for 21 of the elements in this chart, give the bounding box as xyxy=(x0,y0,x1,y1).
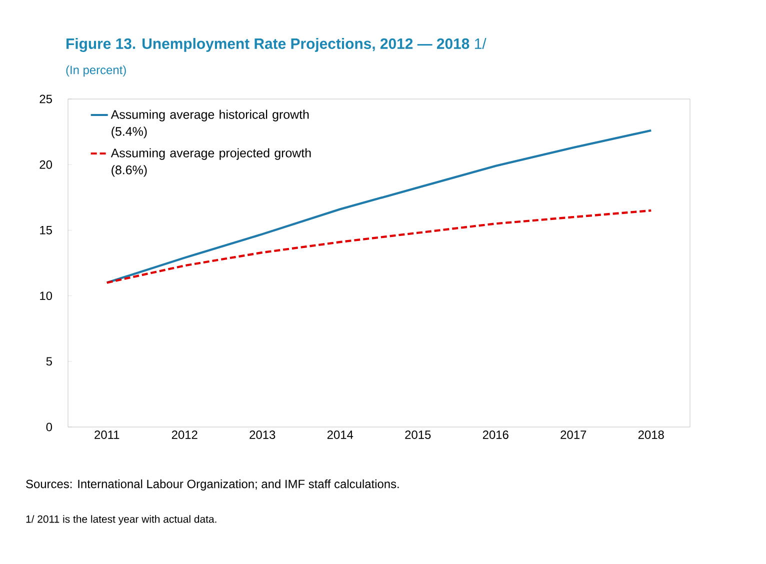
text: 1/ 2011 is the latest year with actual data. xyxy=(26,515,216,525)
chart-title: Figure 13. Unemployment Rate Projections, 2012 — 2018 1/ xyxy=(66,38,486,52)
x-tick-label: 2014 xyxy=(327,430,354,439)
y-tick-label: 5 xyxy=(46,357,52,366)
x-tick-label: 2016 xyxy=(482,430,508,439)
x-tick-label: 2013 xyxy=(250,430,276,439)
y-tick-label: 0 xyxy=(46,422,52,432)
y-tick-label: 20 xyxy=(40,160,52,169)
x-tick-label: 2015 xyxy=(405,430,431,439)
y-tick-label: 25 xyxy=(40,94,52,104)
legend-label: Assuming average projected growth (8.6%) xyxy=(110,148,311,177)
chart-subtitle: (In percent) xyxy=(66,65,126,77)
line-series xyxy=(106,209,652,284)
x-tick-label: 2011 xyxy=(94,430,120,439)
y-tick-label: 15 xyxy=(40,226,52,234)
y-tick-label: 10 xyxy=(40,292,52,300)
x-tick-label: 2018 xyxy=(638,430,664,439)
legend-label: Assuming average historical growth (5.4%) xyxy=(110,110,309,138)
x-tick-label: 2012 xyxy=(172,430,198,439)
source-note: Sources: International Labour Organization; and IMF staff calculations. xyxy=(26,479,399,491)
x-tick-label: 2017 xyxy=(560,430,586,439)
